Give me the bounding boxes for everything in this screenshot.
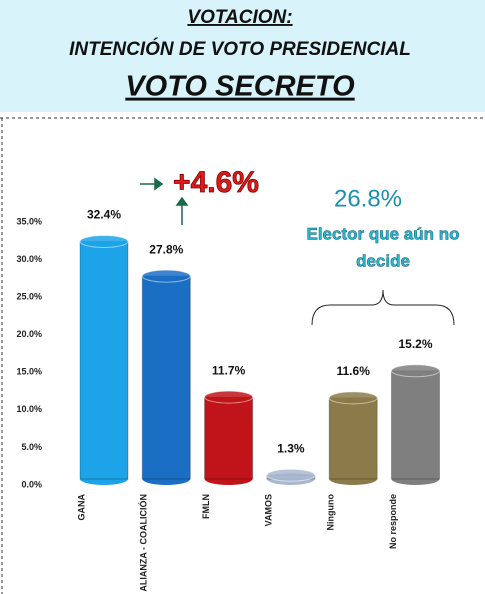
value-label: 11.7% <box>212 363 246 377</box>
bar <box>79 241 129 480</box>
bar-top <box>328 391 378 405</box>
header-background <box>0 0 485 112</box>
y-tick-label: 15.0% <box>16 367 42 377</box>
bar-top <box>79 235 129 249</box>
bar <box>328 397 378 480</box>
arrows <box>140 177 189 225</box>
bar-top <box>391 364 440 378</box>
y-tick-label: 0.0% <box>21 479 42 489</box>
value-label: 15.2% <box>398 337 432 351</box>
bar-top <box>141 269 191 283</box>
y-tick-label: 30.0% <box>16 254 42 264</box>
bracket <box>311 289 455 326</box>
title-line: INTENCIÓN DE VOTO PRESIDENCIAL <box>69 38 411 60</box>
title-line: VOTACION: <box>187 7 292 28</box>
bar-top <box>266 468 316 482</box>
annotation: decide <box>356 251 410 270</box>
bar <box>391 370 440 480</box>
y-tick-label: 35.0% <box>16 216 42 226</box>
y-tick-label: 20.0% <box>16 329 42 339</box>
x-tick-label: FMLN <box>201 494 211 519</box>
x-tick-label: VAMOS <box>263 494 273 526</box>
title-line: VOTO SECRETO <box>125 71 355 103</box>
annotation: 26.8% <box>334 185 402 212</box>
bar-top <box>204 390 254 404</box>
x-tick-label: No responde <box>388 494 398 549</box>
annotation: Elector que aún no <box>306 224 459 243</box>
bar <box>204 396 254 480</box>
y-tick-label: 5.0% <box>21 442 42 452</box>
annotation: +4.6% <box>173 166 259 199</box>
y-tick-label: 25.0% <box>16 292 42 302</box>
x-tick-label: ALIANZA - COALICIÓN <box>138 494 149 592</box>
value-label: 11.6% <box>337 364 371 378</box>
x-tick-label: Ninguno <box>326 494 336 531</box>
value-label: 1.3% <box>277 441 305 455</box>
value-label: 32.4% <box>87 208 121 222</box>
x-tick-label: GANA <box>76 494 86 521</box>
value-label: 27.8% <box>149 242 183 256</box>
bar <box>141 275 191 480</box>
y-tick-label: 10.0% <box>16 404 42 414</box>
